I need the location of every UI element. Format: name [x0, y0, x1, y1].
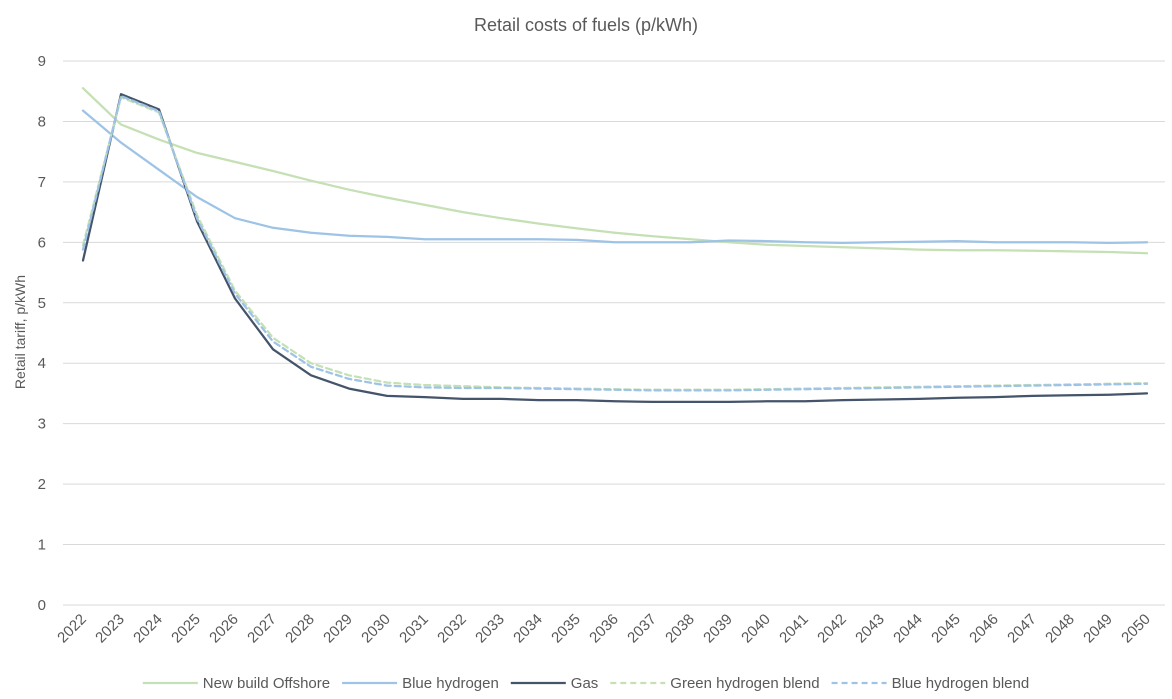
y-tick-label: 4 — [38, 355, 46, 372]
legend-label: Blue hydrogen — [402, 675, 499, 692]
series-line-1 — [81, 109, 1149, 245]
legend-item: New build Offshore — [142, 675, 330, 692]
x-tick-label: 2048 — [1042, 611, 1078, 647]
x-tick-label: 2022 — [54, 611, 90, 647]
x-tick-label: 2037 — [624, 611, 660, 647]
y-tick-label: 0 — [38, 597, 46, 614]
legend-item: Blue hydrogen — [342, 675, 499, 692]
x-tick-label: 2042 — [814, 611, 850, 647]
y-tick-label: 1 — [38, 537, 46, 554]
x-tick-label: 2040 — [738, 611, 774, 647]
legend-label: Green hydrogen blend — [670, 675, 819, 692]
x-tick-label: 2024 — [130, 611, 166, 647]
x-axis-ticks: 2022 2023 2024 2025 2026 2027 2028 2029 2030 2031… — [54, 611, 1154, 647]
x-tick-label: 2044 — [890, 611, 926, 647]
series-line-2 — [81, 93, 1149, 404]
x-tick-label: 2030 — [358, 611, 394, 647]
x-tick-label: 2025 — [168, 611, 204, 647]
y-axis-ticks: 0 1 2 3 4 5 6 7 8 9 — [38, 53, 46, 614]
legend-label: Blue hydrogen blend — [892, 675, 1030, 692]
x-tick-label: 2027 — [244, 611, 280, 647]
x-tick-label: 2033 — [472, 611, 508, 647]
x-tick-label: 2045 — [928, 611, 964, 647]
series-line-3 — [81, 96, 1149, 391]
x-tick-label: 2043 — [852, 611, 888, 647]
legend-label: Gas — [571, 675, 599, 692]
y-tick-label: 8 — [38, 113, 46, 130]
x-tick-label: 2036 — [586, 611, 622, 647]
series-line-0 — [81, 87, 1149, 255]
grid-layer — [63, 60, 1165, 606]
legend-label: New build Offshore — [203, 675, 330, 692]
y-axis-label: Retail tariff, p/kWh — [12, 275, 28, 389]
y-tick-label: 2 — [38, 476, 46, 493]
x-tick-label: 2046 — [966, 611, 1002, 647]
legend-item: Gas — [510, 675, 599, 692]
x-tick-label: 2035 — [548, 611, 584, 647]
x-tick-label: 2038 — [662, 611, 698, 647]
x-tick-label: 2031 — [396, 611, 432, 647]
y-tick-label: 5 — [38, 295, 46, 312]
series-line-4 — [81, 94, 1149, 392]
y-tick-label: 3 — [38, 416, 46, 433]
series-layer — [81, 87, 1149, 404]
x-tick-label: 2050 — [1118, 611, 1154, 647]
x-tick-label: 2039 — [700, 611, 736, 647]
x-tick-label: 2028 — [282, 611, 318, 647]
y-tick-label: 9 — [38, 53, 46, 70]
x-tick-label: 2023 — [92, 611, 128, 647]
legend-item: Blue hydrogen blend — [831, 675, 1030, 692]
y-tick-label: 6 — [38, 234, 46, 251]
x-tick-label: 2029 — [320, 611, 356, 647]
x-tick-label: 2034 — [510, 611, 546, 647]
x-tick-label: 2047 — [1004, 611, 1040, 647]
x-tick-label: 2032 — [434, 611, 470, 647]
legend-item: Green hydrogen blend — [610, 675, 820, 692]
x-tick-label: 2026 — [206, 611, 242, 647]
legend: New build Offshore Blue hydrogen Gas Green … — [142, 675, 1030, 692]
y-tick-label: 7 — [38, 174, 46, 191]
chart-title: Retail costs of fuels (p/kWh) — [474, 15, 698, 35]
x-tick-label: 2049 — [1080, 611, 1116, 647]
x-tick-label: 2041 — [776, 611, 812, 647]
